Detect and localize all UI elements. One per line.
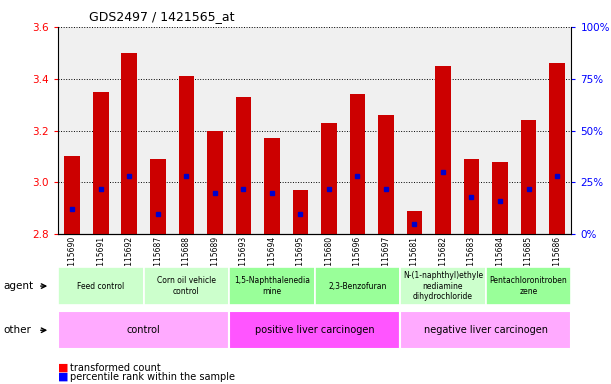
Text: Feed control: Feed control	[77, 281, 125, 291]
Bar	[65, 157, 80, 234]
Bar	[315, 267, 400, 305]
Text: Corn oil vehicle
control: Corn oil vehicle control	[157, 276, 216, 296]
Bar	[207, 131, 223, 234]
Bar	[407, 211, 422, 234]
Bar	[58, 267, 144, 305]
Bar	[150, 159, 166, 234]
Text: ■: ■	[58, 372, 68, 382]
Bar	[435, 66, 451, 234]
Text: 2,3-Benzofuran: 2,3-Benzofuran	[328, 281, 387, 291]
Bar	[492, 162, 508, 234]
Text: other: other	[3, 325, 31, 335]
Text: agent: agent	[3, 281, 33, 291]
Text: control: control	[126, 325, 161, 335]
Bar	[378, 115, 394, 234]
Bar	[464, 159, 480, 234]
Bar	[264, 138, 280, 234]
Text: ■: ■	[58, 363, 68, 373]
Bar	[521, 120, 536, 234]
Text: negative liver carcinogen: negative liver carcinogen	[424, 325, 547, 335]
Bar	[236, 97, 251, 234]
Text: 1,5-Naphthalenedia
mine: 1,5-Naphthalenedia mine	[234, 276, 310, 296]
Bar	[293, 190, 309, 234]
Bar	[349, 94, 365, 234]
Bar	[400, 311, 571, 349]
Text: positive liver carcinogen: positive liver carcinogen	[255, 325, 375, 335]
Text: transformed count: transformed count	[70, 363, 161, 373]
Bar	[229, 311, 400, 349]
Bar	[122, 53, 137, 234]
Bar	[486, 267, 571, 305]
Bar	[549, 63, 565, 234]
Bar	[321, 123, 337, 234]
Bar	[400, 267, 486, 305]
Bar	[144, 267, 229, 305]
Text: GDS2497 / 1421565_at: GDS2497 / 1421565_at	[89, 10, 234, 23]
Text: Pentachloronitroben
zene: Pentachloronitroben zene	[489, 276, 568, 296]
Text: percentile rank within the sample: percentile rank within the sample	[70, 372, 235, 382]
Text: N-(1-naphthyl)ethyle
nediamine
dihydrochloride: N-(1-naphthyl)ethyle nediamine dihydroch…	[403, 271, 483, 301]
Bar	[58, 311, 229, 349]
Bar	[178, 76, 194, 234]
Bar	[93, 92, 109, 234]
Bar	[229, 267, 315, 305]
